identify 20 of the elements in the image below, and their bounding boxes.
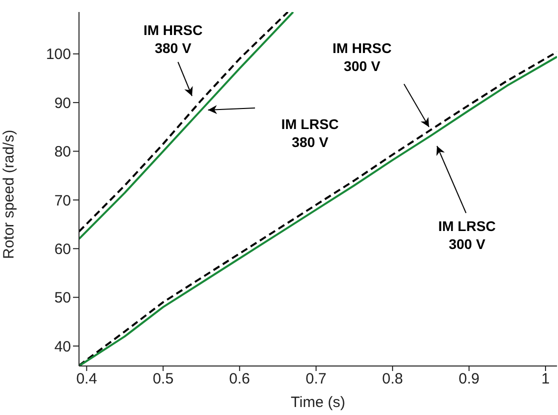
x-tick-label: 0.6 (229, 370, 250, 388)
annotation: IM HRSC 300 V (332, 40, 392, 74)
y-axis-title: Rotor speed (rad/s) (0, 130, 18, 259)
x-tick-label: 0.4 (76, 370, 98, 388)
x-tick-label: 0.5 (152, 370, 174, 388)
x-tick-label: 1 (541, 370, 550, 388)
x-axis-title: Time (s) (290, 394, 346, 411)
y-tick-label: 50 (54, 290, 71, 307)
x-tick-label: 0.7 (306, 370, 327, 388)
y-tick-label: 40 (54, 338, 71, 356)
x-tick-label: 0.9 (458, 370, 480, 388)
annotation: IM LRSC 300 V (438, 218, 496, 252)
x-tick-label: 0.8 (382, 370, 403, 388)
annotation: IM LRSC 380 V (281, 116, 339, 150)
y-tick-label: 100 (46, 46, 71, 64)
y-tick-label: 60 (54, 240, 71, 258)
y-tick-label: 70 (54, 192, 71, 210)
annotation: IM HRSC 380 V (143, 22, 203, 56)
y-tick-label: 90 (54, 94, 71, 112)
y-tick-label: 80 (54, 144, 71, 161)
